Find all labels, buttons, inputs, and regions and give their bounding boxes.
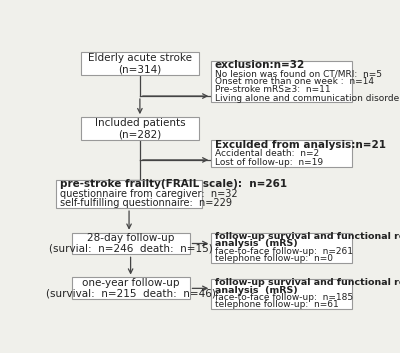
FancyBboxPatch shape	[211, 61, 352, 102]
Text: analysis  (mRS): analysis (mRS)	[215, 239, 298, 249]
Text: (n=314): (n=314)	[118, 64, 162, 74]
Text: face-to-face follow-up:  n=261: face-to-face follow-up: n=261	[215, 247, 353, 256]
Text: No lesion was found on CT/MRI:  n=5: No lesion was found on CT/MRI: n=5	[215, 69, 382, 78]
Text: Accidental death:  n=2: Accidental death: n=2	[215, 149, 319, 158]
FancyBboxPatch shape	[56, 180, 202, 208]
Text: (n=282): (n=282)	[118, 130, 162, 139]
Text: Included patients: Included patients	[94, 118, 185, 128]
Text: Pre-stroke mRS≥3:  n=11: Pre-stroke mRS≥3: n=11	[215, 85, 330, 94]
Text: (survival:  n=215  death:  n=46): (survival: n=215 death: n=46)	[46, 289, 216, 299]
Text: one-year follow-up: one-year follow-up	[82, 278, 179, 288]
FancyBboxPatch shape	[72, 277, 190, 299]
Text: (survial:  n=246  death:  n=15): (survial: n=246 death: n=15)	[49, 244, 212, 254]
Text: telephone follow-up:  n=61: telephone follow-up: n=61	[215, 300, 339, 310]
Text: exclusion:n=32: exclusion:n=32	[215, 60, 305, 71]
Text: 28-day follow-up: 28-day follow-up	[87, 233, 174, 243]
FancyBboxPatch shape	[211, 140, 352, 167]
FancyBboxPatch shape	[72, 233, 190, 255]
Text: telephone follow-up:  n=0: telephone follow-up: n=0	[215, 254, 333, 263]
Text: Exculded from analysis:n=21: Exculded from analysis:n=21	[215, 140, 386, 150]
Text: Living alone and communication disorder:  n=2: Living alone and communication disorder:…	[215, 94, 400, 103]
Text: pre-stroke frailty(FRAIL scale):  n=261: pre-stroke frailty(FRAIL scale): n=261	[60, 179, 287, 189]
Text: self-fulfilling questionnaire:  n=229: self-fulfilling questionnaire: n=229	[60, 198, 232, 208]
Text: face-to-face follow-up:  n=185: face-to-face follow-up: n=185	[215, 293, 353, 302]
Text: Elderly acute stroke: Elderly acute stroke	[88, 53, 192, 62]
Text: Lost of follow-up:  n=19: Lost of follow-up: n=19	[215, 158, 323, 167]
FancyBboxPatch shape	[81, 117, 199, 140]
Text: follow-up survival and functional recovery: follow-up survival and functional recove…	[215, 278, 400, 287]
Text: Onset more than one week :  n=14: Onset more than one week : n=14	[215, 77, 374, 86]
Text: analysis  (mRS): analysis (mRS)	[215, 286, 298, 294]
FancyBboxPatch shape	[81, 52, 199, 75]
Text: follow-up survival and functional recovery: follow-up survival and functional recove…	[215, 232, 400, 241]
FancyBboxPatch shape	[211, 279, 352, 309]
FancyBboxPatch shape	[211, 233, 352, 263]
Text: questionnaire from caregiver:  n=32: questionnaire from caregiver: n=32	[60, 189, 238, 199]
